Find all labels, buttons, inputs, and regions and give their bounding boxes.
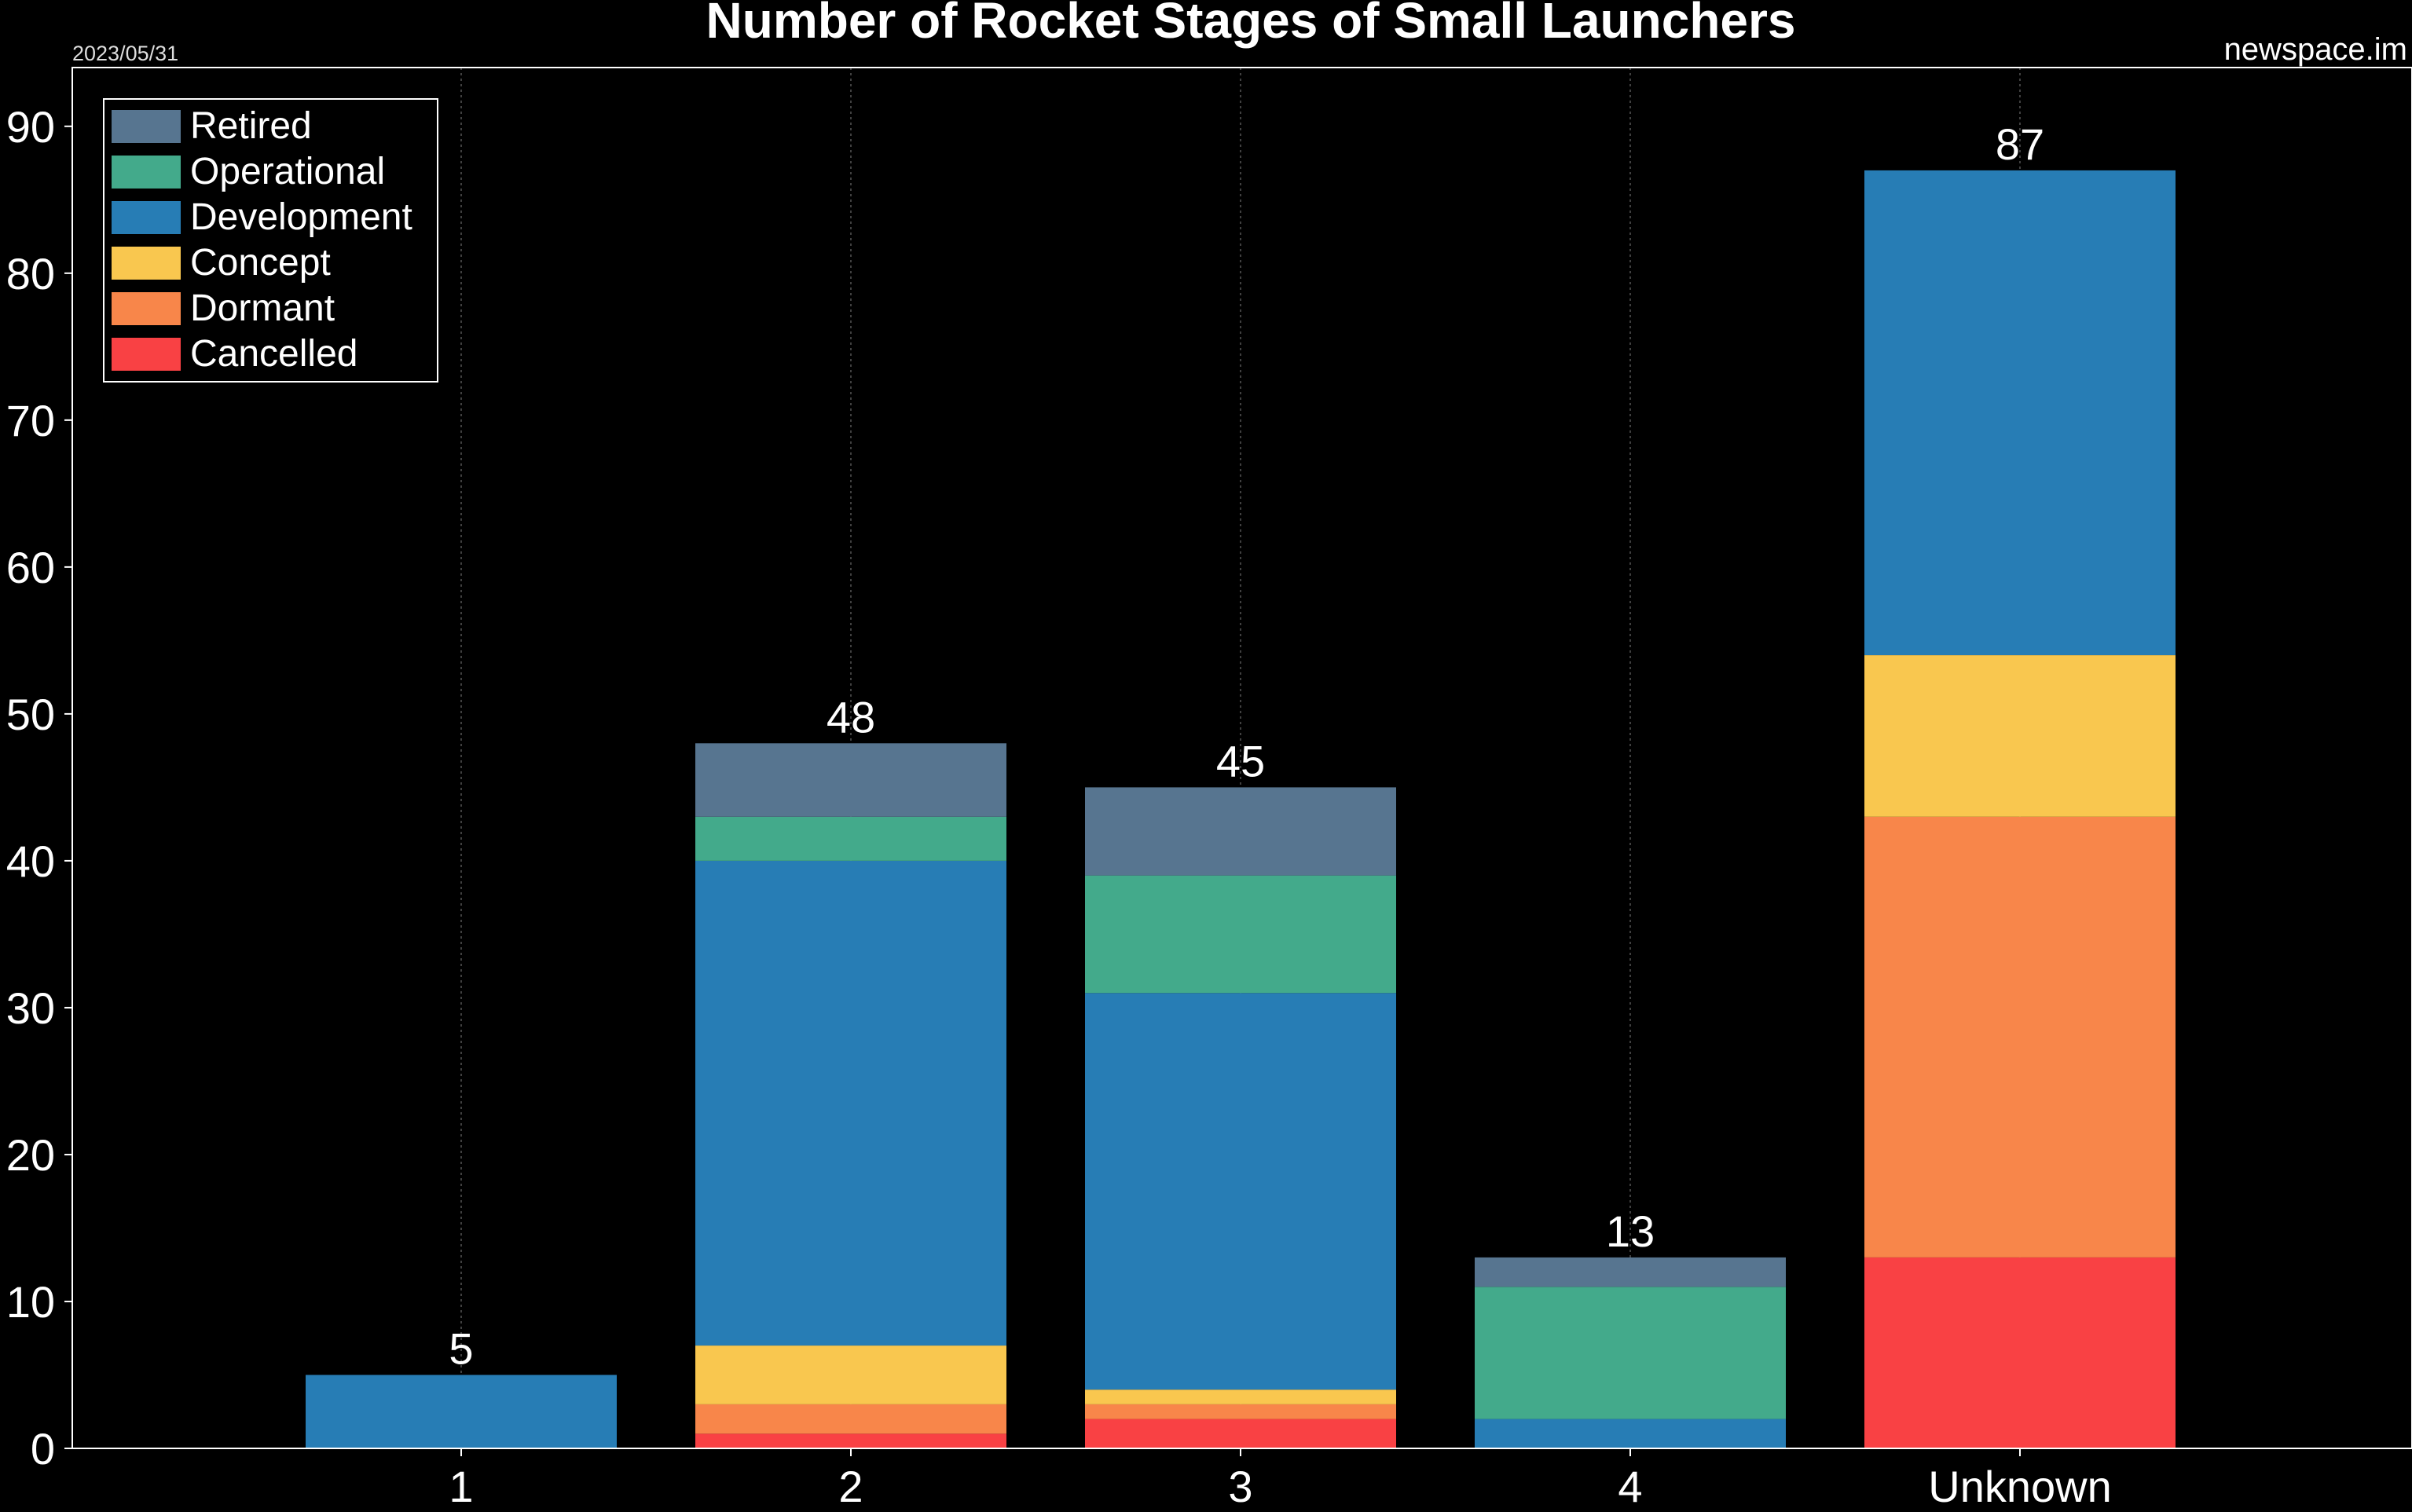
bar-development-unknown <box>1864 170 2176 656</box>
legend-label-operational: Operational <box>190 151 385 192</box>
y-tick-label-10: 10 <box>6 1277 55 1327</box>
source-label: newspace.im <box>2224 32 2407 67</box>
legend-swatch-retired <box>112 110 181 143</box>
bar-concept-3 <box>1085 1389 1396 1404</box>
legend-swatch-cancelled <box>112 338 181 371</box>
bar-cancelled-3 <box>1085 1419 1396 1448</box>
bar-operational-2 <box>695 816 1006 861</box>
y-axis: 0 10 20 30 40 50 60 70 80 90 <box>6 102 72 1474</box>
total-label-4: 13 <box>1606 1206 1655 1256</box>
y-tick-label-60: 60 <box>6 543 55 592</box>
y-tick-label-50: 50 <box>6 690 55 739</box>
bar-development-3 <box>1085 993 1396 1390</box>
y-tick-label-0: 0 <box>31 1424 55 1474</box>
legend-swatch-concept <box>112 247 181 280</box>
y-tick-label-90: 90 <box>6 102 55 152</box>
x-tick-label-3: 3 <box>1228 1462 1252 1511</box>
x-tick-label-2: 2 <box>838 1462 863 1511</box>
bar-retired-4 <box>1475 1257 1786 1287</box>
legend-swatch-dormant <box>112 292 181 325</box>
bar-development-1 <box>306 1375 617 1448</box>
y-tick-label-30: 30 <box>6 983 55 1033</box>
totals-layer: 5 48 45 13 87 <box>449 119 2044 1374</box>
y-tick-label-20: 20 <box>6 1130 55 1180</box>
bar-development-4 <box>1475 1419 1786 1448</box>
total-label-2: 48 <box>827 692 875 741</box>
legend-swatch-development <box>112 201 181 234</box>
bar-dormant-unknown <box>1864 816 2176 1258</box>
x-tick-label-1: 1 <box>449 1462 473 1511</box>
chart-title: Number of Rocket Stages of Small Launche… <box>706 0 1796 49</box>
bar-dormant-3 <box>1085 1404 1396 1419</box>
legend-swatch-operational <box>112 156 181 189</box>
y-tick-label-80: 80 <box>6 249 55 298</box>
date-label: 2023/05/31 <box>72 42 178 65</box>
total-label-unknown: 87 <box>1996 119 2044 169</box>
x-tick-label-4: 4 <box>1618 1462 1642 1511</box>
legend-label-cancelled: Cancelled <box>190 333 357 375</box>
plot-frame <box>71 67 2412 1449</box>
bar-concept-unknown <box>1864 655 2176 817</box>
legend-box <box>103 98 438 383</box>
bar-operational-4 <box>1475 1287 1786 1419</box>
y-tick-label-40: 40 <box>6 837 55 886</box>
bar-dormant-2 <box>695 1404 1006 1434</box>
bar-development-2 <box>695 860 1006 1346</box>
legend: RetiredOperationalDevelopmentConceptDorm… <box>103 98 438 383</box>
bar-cancelled-unknown <box>1864 1257 2176 1448</box>
legend-label-retired: Retired <box>190 105 312 147</box>
total-label-3: 45 <box>1216 736 1265 785</box>
legend-label-concept: Concept <box>190 242 331 284</box>
legend-label-development: Development <box>190 196 412 238</box>
bar-operational-3 <box>1085 875 1396 994</box>
legend-items: RetiredOperationalDevelopmentConceptDorm… <box>112 105 412 375</box>
legend-label-dormant: Dormant <box>190 287 335 329</box>
x-tick-label-unknown: Unknown <box>1928 1462 2111 1511</box>
bar-concept-2 <box>695 1345 1006 1404</box>
bar-cancelled-2 <box>695 1433 1006 1448</box>
x-axis: 1 2 3 4 Unknown <box>449 1448 2112 1511</box>
total-label-1: 5 <box>449 1323 473 1373</box>
bar-retired-2 <box>695 743 1006 817</box>
bars-layer <box>306 170 2176 1448</box>
bar-retired-3 <box>1085 787 1396 876</box>
y-tick-label-70: 70 <box>6 396 55 445</box>
